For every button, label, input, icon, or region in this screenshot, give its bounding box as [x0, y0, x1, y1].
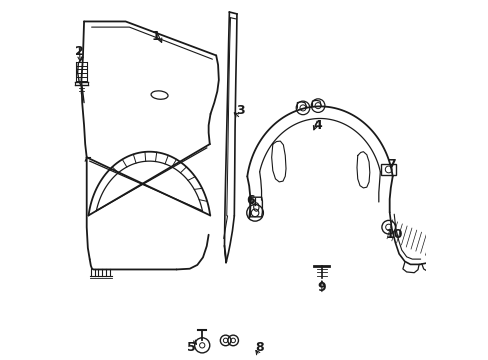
Text: 2: 2 — [75, 45, 83, 58]
Text: 10: 10 — [385, 228, 403, 241]
Text: 6: 6 — [245, 194, 254, 207]
Text: 9: 9 — [317, 281, 325, 294]
Text: 7: 7 — [386, 158, 395, 171]
Text: 1: 1 — [151, 30, 160, 43]
Text: 4: 4 — [313, 119, 322, 132]
Text: 3: 3 — [236, 104, 244, 117]
Text: 5: 5 — [187, 341, 196, 354]
Text: 8: 8 — [255, 341, 264, 354]
